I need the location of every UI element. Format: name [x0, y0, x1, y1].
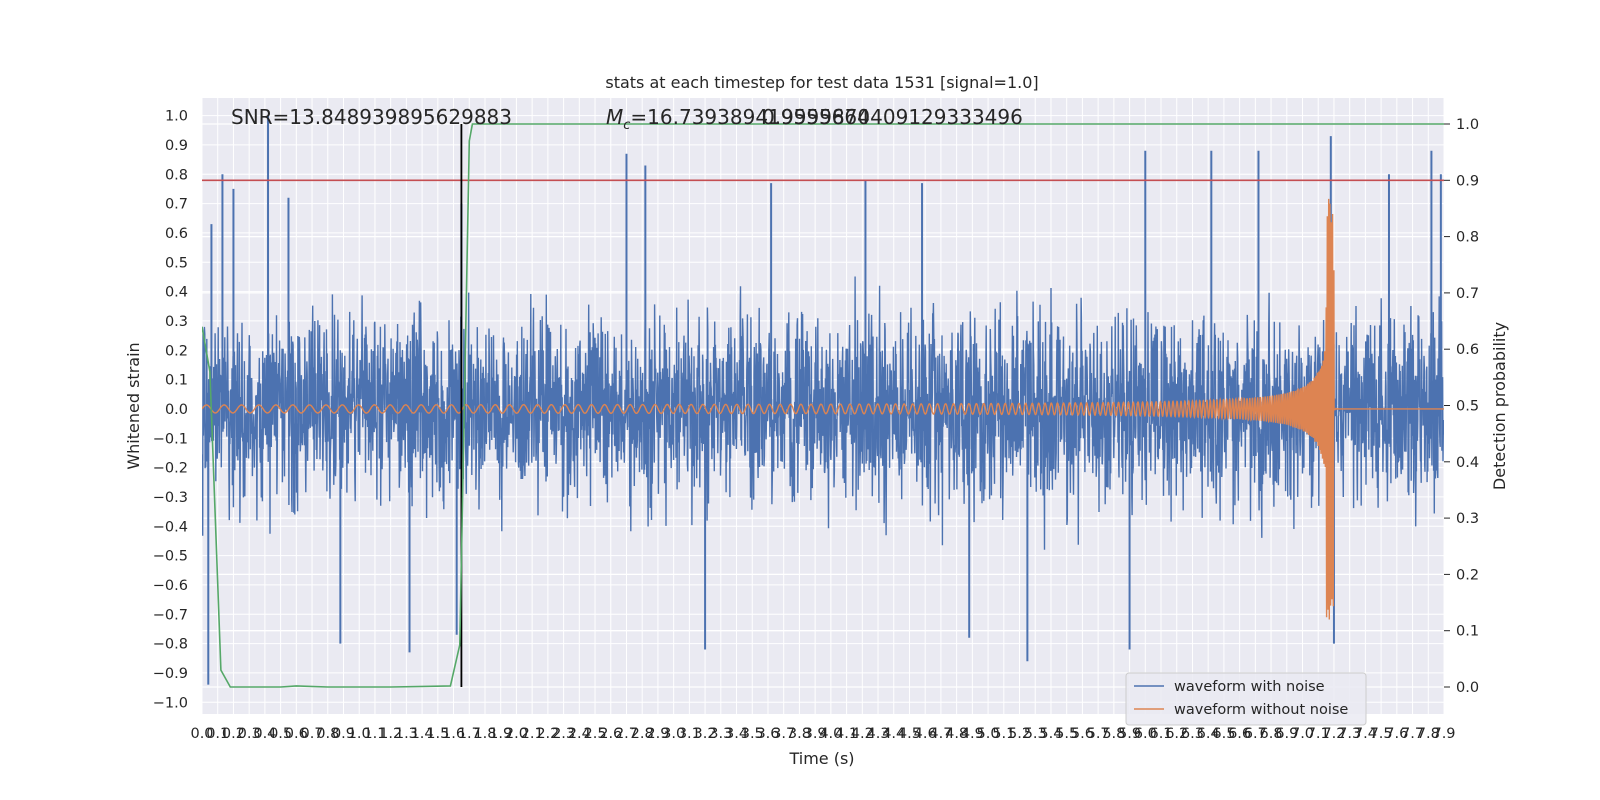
y-tick-label-left: 0.4	[165, 285, 188, 301]
y-tick-label-right: 0.0	[1456, 680, 1479, 696]
y-tick-label-left: −0.8	[153, 637, 188, 653]
y-tick-label-left: 0.7	[165, 197, 188, 213]
y-tick-label-left: 0.3	[165, 314, 188, 330]
chart-title: stats at each timestep for test data 153…	[605, 73, 1038, 92]
y-tick-label-left: −0.4	[153, 519, 188, 535]
y-tick-label-left: −0.7	[153, 607, 188, 623]
legend: waveform with noise waveform without noi…	[1126, 673, 1366, 725]
legend-label-clean: waveform without noise	[1174, 702, 1348, 718]
y-tick-label-left: −1.0	[153, 695, 188, 711]
x-tick-labels: 0.00.10.20.30.40.50.60.70.80.91.01.11.21…	[190, 726, 1455, 742]
y-tick-label-right: 1.0	[1456, 117, 1479, 133]
y-tick-label-left: 0.2	[165, 343, 188, 359]
y-tick-label-right: 0.7	[1456, 286, 1479, 302]
y-tick-label-right: 0.5	[1456, 399, 1479, 415]
snr-annotation: SNR=13.848939895629883	[231, 105, 512, 129]
y-tick-label-left: 0.6	[165, 226, 188, 242]
y-tick-label-right: 0.8	[1456, 230, 1479, 246]
y-tick-label-right: 0.6	[1456, 342, 1479, 358]
y-tick-label-left: −0.5	[153, 549, 188, 565]
y-tick-label-left: −0.1	[153, 431, 188, 447]
y-tick-label-right: 0.4	[1456, 455, 1479, 471]
y-tick-label-left: −0.3	[153, 490, 188, 506]
y-tick-label-right: 0.1	[1456, 624, 1479, 640]
y-tick-label-left: 0.5	[165, 255, 188, 271]
y-tick-label-right: 0.3	[1456, 511, 1479, 527]
y-tick-label-right: 0.2	[1456, 567, 1479, 583]
y-tick-label-left: −0.2	[153, 461, 188, 477]
legend-label-noise: waveform with noise	[1174, 679, 1325, 695]
y-tick-label-right: 0.9	[1456, 173, 1479, 189]
y-tick-label-left: 0.1	[165, 373, 188, 389]
extra-value-annotation: 0.9999870409129333496	[762, 105, 1023, 129]
y-tick-label-left: 0.8	[165, 167, 188, 183]
y-axis-label-left: Whitened strain	[124, 342, 143, 469]
y-tick-label-left: −0.6	[153, 578, 188, 594]
y-tick-label-left: 1.0	[165, 109, 188, 125]
x-axis-label: Time (s)	[788, 749, 854, 768]
y-tick-label-left: 0.9	[165, 138, 188, 154]
x-tick-label: 7.9	[1432, 726, 1455, 742]
y-axis-label-right: Detection probability	[1490, 322, 1509, 490]
y-tick-label-left: −0.9	[153, 666, 188, 682]
y-tick-label-left: 0.0	[165, 402, 188, 418]
